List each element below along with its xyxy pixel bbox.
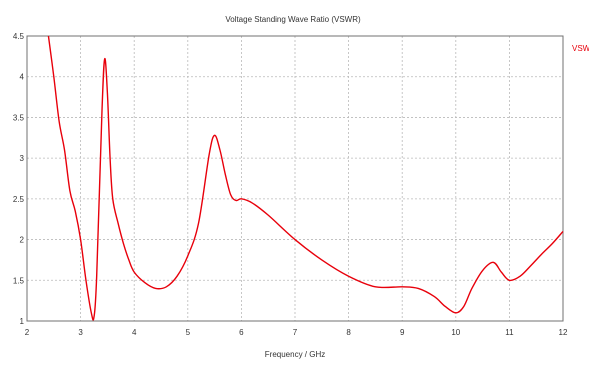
y-tick-label: 1.5 — [13, 276, 25, 285]
series-line-vswr — [47, 35, 564, 321]
y-tick-label: 4 — [20, 73, 25, 82]
axis-ticks: 2 3 4 5 6 7 8 9 10 11 12 1 1.5 2 2.5 3 3.5 4 4.5 — [13, 32, 568, 337]
x-tick-label: 8 — [346, 328, 351, 337]
x-tick-label: 3 — [78, 328, 83, 337]
series-layer — [47, 35, 564, 321]
y-tick-label: 4.5 — [13, 32, 25, 41]
x-tick-label: 4 — [132, 328, 137, 337]
legend-entry-vswr: VSWR — [572, 44, 589, 53]
y-tick-label: 2 — [20, 236, 25, 245]
plot-area-frame — [26, 35, 564, 322]
x-tick-label: 6 — [239, 328, 244, 337]
grid — [27, 36, 563, 321]
x-tick-label: 7 — [293, 328, 298, 337]
x-axis-label: Frequency / GHz — [265, 350, 325, 359]
x-tick-label: 11 — [505, 328, 514, 337]
y-tick-label: 3.5 — [13, 113, 25, 122]
y-tick-label: 2.5 — [13, 195, 25, 204]
y-tick-label: 3 — [20, 154, 25, 163]
x-tick-label: 2 — [25, 328, 30, 337]
x-tick-label: 5 — [186, 328, 191, 337]
y-tick-label: 1 — [20, 317, 25, 326]
x-tick-label: 9 — [400, 328, 405, 337]
chart-title: Voltage Standing Wave Ratio (VSWR) — [225, 15, 361, 24]
x-tick-label: 12 — [559, 328, 568, 337]
x-tick-label: 10 — [451, 328, 460, 337]
